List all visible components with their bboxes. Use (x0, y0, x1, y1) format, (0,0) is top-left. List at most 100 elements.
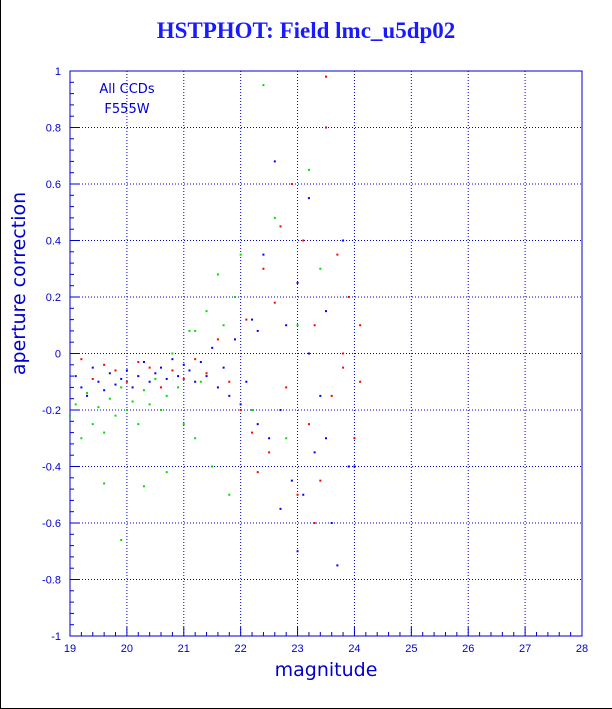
data-point (199, 380, 202, 383)
data-point (103, 431, 106, 434)
x-tick-label: 26 (462, 643, 474, 655)
data-point (268, 451, 271, 454)
data-point (205, 372, 208, 375)
data-point (216, 338, 219, 341)
data-point (290, 479, 293, 482)
annotation-filter: F555W (104, 102, 149, 117)
data-point (148, 380, 151, 383)
data-point (154, 377, 157, 380)
data-point (302, 493, 305, 496)
data-point (245, 318, 248, 321)
y-tick-label: -1 (51, 631, 61, 643)
y-tick-label: 0.2 (46, 292, 61, 304)
data-point (347, 296, 350, 298)
data-point (171, 358, 174, 361)
data-point (216, 273, 219, 276)
data-point (120, 386, 123, 389)
data-point (233, 338, 236, 341)
data-point (285, 437, 288, 440)
data-point (262, 253, 265, 256)
data-point (290, 183, 293, 185)
data-point (142, 360, 145, 363)
y-tick-label: 0.4 (46, 236, 61, 248)
data-point (313, 522, 316, 524)
data-point (91, 366, 94, 369)
data-point (165, 471, 168, 474)
data-point (74, 403, 77, 406)
data-point (125, 409, 128, 411)
data-point (296, 324, 299, 327)
data-point (160, 366, 163, 369)
data-point (148, 366, 151, 369)
data-point (103, 389, 106, 392)
data-point (313, 324, 316, 327)
data-point (319, 394, 322, 397)
data-point (251, 318, 254, 321)
data-point (80, 386, 83, 389)
data-point (69, 414, 71, 417)
data-point (256, 471, 259, 474)
data-point (330, 394, 333, 397)
data-point (182, 423, 185, 426)
y-tick-label: -0.4 (42, 462, 61, 474)
data-point (262, 267, 265, 270)
x-tick-label: 21 (178, 643, 190, 655)
data-point (285, 324, 288, 327)
data-point (251, 409, 254, 411)
data-point (296, 493, 299, 496)
data-point (273, 301, 276, 304)
y-tick-label: 0 (55, 349, 61, 361)
data-point (313, 451, 316, 454)
data-point (137, 360, 140, 363)
data-point (97, 406, 100, 409)
data-point (188, 329, 191, 332)
data-point (114, 383, 117, 386)
data-point (325, 75, 327, 78)
data-point (120, 377, 123, 380)
x-tick-label: 24 (348, 643, 360, 655)
data-point (273, 160, 276, 163)
x-tick-label: 23 (291, 643, 303, 655)
data-point (80, 358, 83, 361)
data-point (86, 394, 89, 397)
y-tick-label: 1 (55, 66, 61, 78)
y-tick-label: 0.8 (46, 123, 61, 135)
data-point (205, 310, 208, 313)
data-point (216, 386, 219, 389)
data-point (307, 168, 310, 171)
data-point (256, 329, 259, 332)
data-point (222, 324, 225, 327)
data-point (160, 409, 163, 411)
data-point (302, 239, 305, 242)
data-point (97, 380, 100, 383)
data-point (279, 225, 282, 228)
data-point (211, 465, 214, 468)
data-point (307, 352, 310, 355)
data-point (347, 465, 350, 468)
data-point (296, 281, 299, 284)
data-point (233, 296, 236, 298)
data-point (114, 414, 117, 417)
data-point (228, 380, 231, 383)
data-point (222, 366, 225, 369)
data-point (171, 369, 174, 372)
data-point (353, 465, 356, 468)
data-point (319, 267, 322, 270)
data-point (325, 126, 327, 129)
data-point (336, 564, 339, 567)
data-point (103, 482, 106, 485)
data-point (171, 352, 174, 355)
data-point (165, 377, 168, 380)
data-point (108, 397, 111, 400)
data-point (199, 360, 202, 363)
x-axis-label: magnitude (275, 659, 378, 681)
data-point (307, 423, 310, 426)
data-point (228, 493, 231, 496)
y-tick-label: -0.6 (42, 518, 61, 530)
data-point (160, 386, 163, 389)
x-tick-label: 27 (519, 643, 531, 655)
data-point (194, 358, 197, 361)
data-point (342, 239, 345, 242)
data-point (154, 372, 157, 375)
data-point (91, 377, 94, 380)
